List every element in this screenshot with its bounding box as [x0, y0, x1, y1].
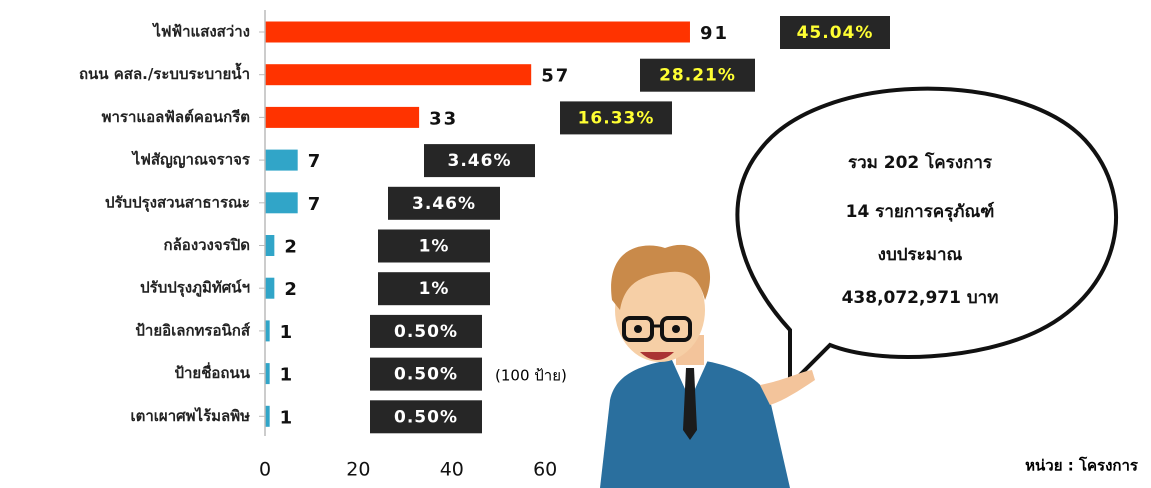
bar — [265, 149, 298, 171]
value-label: 7 — [308, 151, 323, 172]
share-box — [378, 272, 490, 306]
share-label: 3.46% — [448, 151, 512, 171]
x-tick-label: 60 — [533, 459, 557, 481]
category-label: ไฟฟ้าแสงสว่าง — [151, 22, 250, 41]
category-label: พาราแอลฟัลต์คอนกรีต — [102, 108, 250, 126]
x-tick-label: 40 — [440, 459, 464, 481]
bar — [265, 235, 275, 256]
summary-total: รวม 202 โครงการ — [848, 152, 993, 173]
value-label: 57 — [541, 66, 570, 87]
category-label: กล้องวงจรปิด — [164, 236, 250, 254]
category-label: ถนน คสล./ระบบระบายน้ำ — [79, 62, 250, 83]
summary-items: 14 รายการครุภัณฑ์ — [846, 201, 995, 222]
value-label: 2 — [284, 237, 299, 258]
share-label: 16.33% — [578, 108, 655, 128]
value-label: 1 — [280, 365, 295, 386]
share-label: 1% — [419, 237, 450, 257]
share-label: 45.04% — [797, 23, 874, 43]
share-box — [560, 101, 672, 135]
share-box — [388, 186, 500, 220]
share-label: 28.21% — [659, 66, 736, 86]
share-box — [780, 16, 890, 49]
share-label: 0.50% — [394, 407, 458, 427]
bar — [265, 21, 690, 43]
share-box — [370, 314, 482, 348]
x-tick-label: 0 — [259, 459, 271, 481]
bar — [265, 192, 298, 214]
share-label: 0.50% — [394, 322, 458, 342]
value-label: 33 — [429, 108, 458, 129]
bar — [265, 363, 270, 385]
category-label: เตาเผาศพไร้มลพิษ — [131, 406, 251, 425]
share-box — [378, 229, 490, 263]
share-box — [640, 58, 755, 92]
value-label: 1 — [280, 322, 295, 343]
category-label: ไฟสัญญาณจราจร — [131, 150, 251, 169]
annotation: (100 ป้าย) — [495, 367, 567, 385]
category-label: ปรับปรุงภูมิทัศน์ฯ — [140, 279, 250, 298]
bar — [265, 405, 270, 427]
share-label: 3.46% — [412, 194, 476, 214]
bar — [265, 277, 275, 299]
x-tick-label: 20 — [346, 459, 370, 481]
share-box — [370, 400, 482, 434]
bar — [265, 64, 532, 86]
category-label: ป้ายอิเลกทรอนิกส์ — [135, 321, 250, 339]
value-label: 1 — [280, 407, 295, 428]
value-label: 91 — [700, 23, 729, 44]
share-label: 0.50% — [394, 365, 458, 385]
person-illustration — [600, 244, 815, 488]
summary-budget: 438,072,971 บาท — [842, 288, 999, 308]
category-label: ป้ายชื่อถนน — [174, 362, 250, 382]
share-box — [370, 357, 482, 391]
share-box — [424, 144, 535, 178]
speech-bubble — [735, 86, 1118, 390]
bar — [265, 106, 420, 128]
value-label: 2 — [284, 279, 299, 300]
unit-label: หน่วย : โครงการ — [1025, 456, 1139, 475]
bar — [265, 320, 270, 342]
share-label: 1% — [419, 279, 450, 299]
summary-budget-label: งบประมาณ — [878, 245, 963, 265]
value-label: 7 — [308, 194, 323, 215]
category-label: ปรับปรุงสวนสาธารณะ — [105, 193, 250, 212]
